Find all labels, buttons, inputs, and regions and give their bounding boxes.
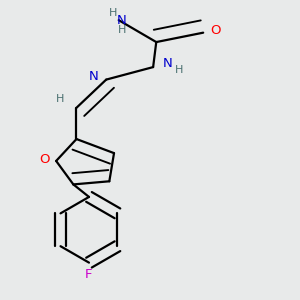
Text: N: N [89,70,99,83]
Text: H: H [118,25,126,34]
Text: F: F [85,268,93,281]
Text: H: H [56,94,64,104]
Text: N: N [162,57,172,70]
Text: O: O [39,153,50,166]
Text: H: H [175,64,183,75]
Text: O: O [210,24,220,37]
Text: H: H [109,8,117,18]
Text: N: N [117,14,127,27]
